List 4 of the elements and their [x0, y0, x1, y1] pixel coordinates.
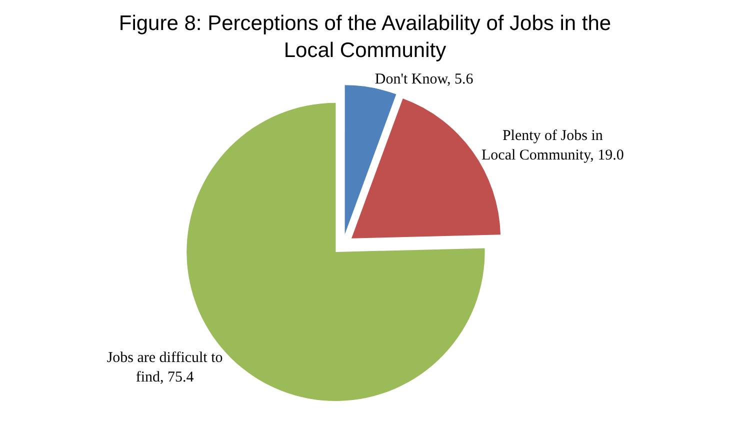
- slice-label: Don't Know, 5.6: [374, 72, 474, 88]
- slice-label: Plenty of Jobs in Local Community, 19.0: [482, 128, 624, 164]
- slice-label: Jobs are difficult to find, 75.4: [106, 350, 223, 386]
- chart-title: Figure 8: Perceptions of the Availability of Jobs in the Local Community: [118, 12, 612, 62]
